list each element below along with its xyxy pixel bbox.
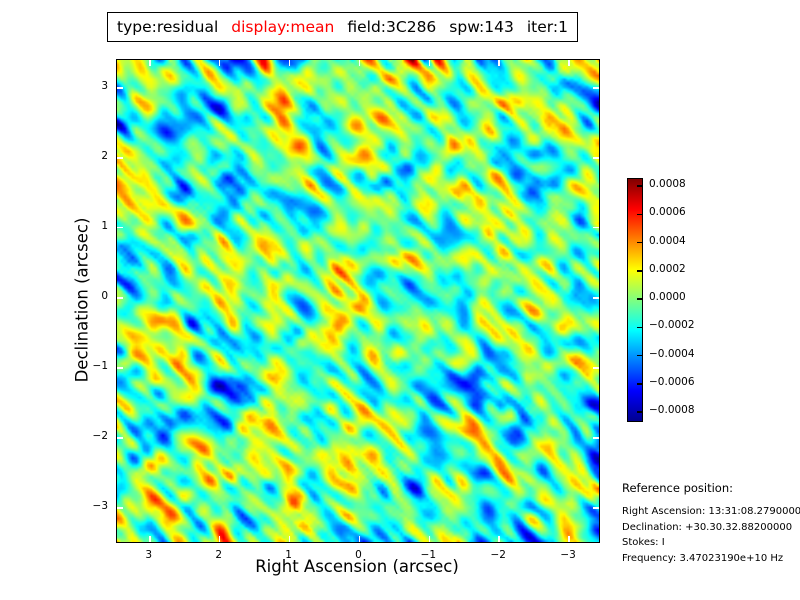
- title-part: iter:1: [526, 18, 568, 36]
- plot-title-box: type:residual display:mean field:3C286 spw:…: [107, 12, 578, 42]
- y-tick-label: −1: [92, 359, 108, 372]
- colorbar-tick-label: 0.0006: [649, 206, 686, 219]
- colorbar-tick-mark: [637, 241, 642, 244]
- x-tick-label: −2: [490, 549, 506, 561]
- x-tick-label: 3: [145, 549, 153, 561]
- colorbar-tick-label: 0.0004: [649, 234, 686, 247]
- y-tick-label: −2: [92, 429, 108, 442]
- y-tick-label: 3: [101, 79, 108, 92]
- y-tick-label: −3: [92, 499, 108, 512]
- y-tick-label: 1: [101, 219, 108, 232]
- residual-heatmap-canvas: [117, 60, 599, 542]
- colorbar-tick-label: 0.0002: [649, 262, 686, 275]
- colorbar-tick-mark: [637, 213, 642, 215]
- x-axis-title: Right Ascension (arcsec): [255, 557, 459, 576]
- reference-line: Right Ascension: 13:31:08.27900000: [622, 506, 800, 517]
- title-part: spw:143: [449, 18, 514, 36]
- colorbar-tick-mark: [637, 354, 642, 357]
- reference-line: Declination: +30.30.32.88200000: [622, 521, 793, 533]
- title-part: display:mean: [231, 18, 335, 36]
- colorbar-gradient: [628, 179, 642, 421]
- colorbar-tick-label: −0.0002: [649, 319, 695, 332]
- x-tick-label: 2: [215, 549, 222, 561]
- colorbar-tick-label: 0.0000: [649, 291, 686, 303]
- reference-lines: Right Ascension: 13:31:08.27900000 Declin…: [622, 504, 800, 566]
- colorbar-tick-mark: [637, 411, 642, 413]
- colorbar-tick-mark: [637, 383, 642, 385]
- reference-position-block: Reference position: Right Ascension: 13:…: [622, 481, 800, 566]
- colorbar-tick-mark: [637, 185, 642, 187]
- reference-heading: Reference position:: [622, 481, 733, 495]
- colorbar: [627, 178, 643, 422]
- plot-area: [116, 59, 600, 543]
- reference-line: Stokes: I: [622, 537, 665, 548]
- y-tick-label: 0: [101, 290, 108, 303]
- colorbar-tick-label: 0.0008: [649, 178, 686, 190]
- title-part: field:3C286: [347, 18, 437, 36]
- colorbar-tick-label: −0.0006: [649, 375, 695, 388]
- colorbar-tick-mark: [637, 270, 642, 272]
- reference-line: Frequency: 3.47023190e+10 Hz: [622, 552, 784, 564]
- y-axis-title-text: Declination (arcsec): [72, 217, 92, 383]
- x-tick-label: −1: [420, 549, 437, 561]
- x-tick-label: −3: [560, 549, 576, 561]
- y-tick-label: 2: [101, 149, 108, 162]
- x-tick-label: 0: [355, 549, 362, 561]
- colorbar-tick-label: −0.0008: [649, 404, 695, 416]
- colorbar-tick-label: −0.0004: [649, 347, 695, 360]
- colorbar-tick-mark: [637, 326, 642, 328]
- title-part: type:residual: [117, 18, 219, 36]
- colorbar-tick-mark: [637, 298, 642, 300]
- x-tick-label: 1: [285, 549, 292, 561]
